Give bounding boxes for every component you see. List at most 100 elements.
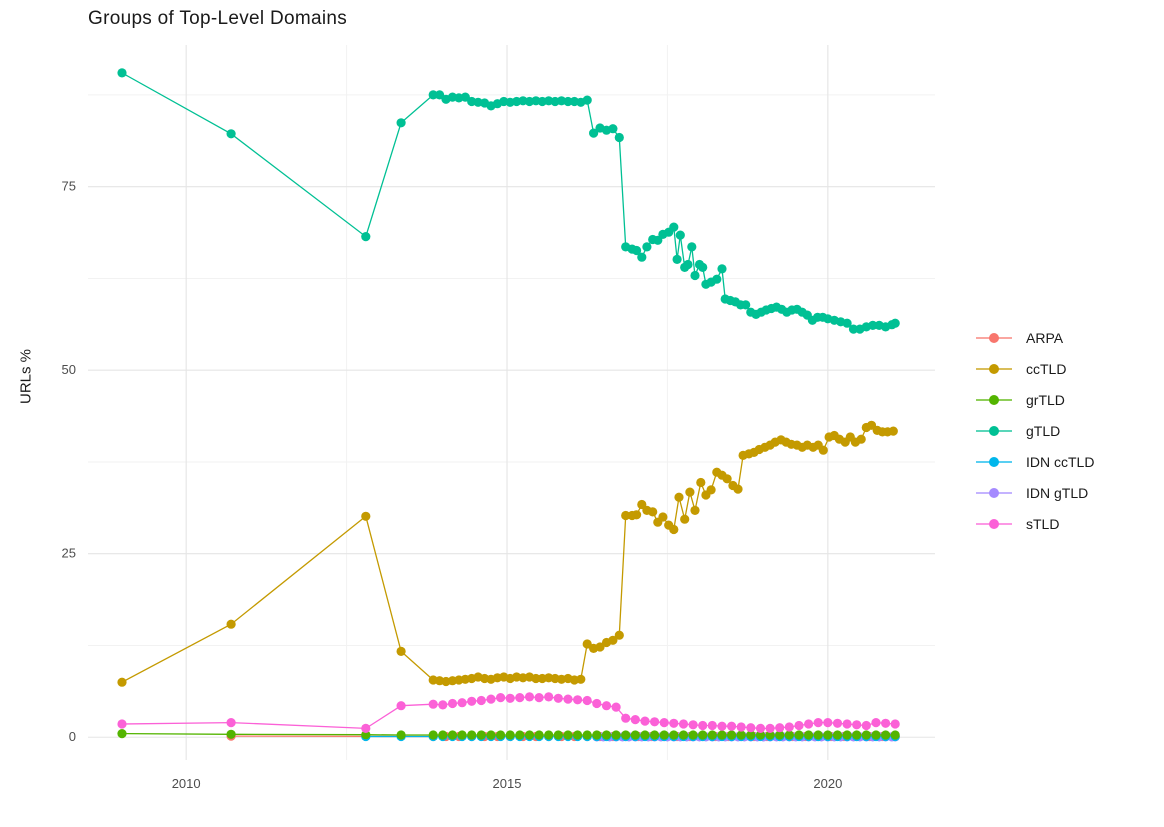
data-point bbox=[226, 619, 236, 629]
data-point bbox=[861, 730, 871, 740]
data-point bbox=[698, 262, 708, 272]
data-point bbox=[428, 730, 438, 740]
data-point bbox=[438, 700, 448, 710]
data-point bbox=[868, 320, 878, 330]
data-point bbox=[890, 730, 900, 740]
data-point bbox=[717, 730, 727, 740]
data-point bbox=[823, 718, 833, 728]
data-point bbox=[696, 477, 706, 488]
gridlines-minor bbox=[88, 45, 935, 760]
data-point bbox=[505, 693, 515, 703]
x-tick-label: 2020 bbox=[813, 776, 842, 791]
data-point bbox=[589, 128, 599, 138]
data-point bbox=[531, 673, 541, 684]
data-point bbox=[674, 492, 684, 502]
data-point bbox=[428, 699, 438, 709]
data-point bbox=[396, 730, 406, 740]
data-point bbox=[736, 722, 746, 732]
legend-label: ARPA bbox=[1026, 329, 1064, 346]
y-tick-label: 0 bbox=[69, 729, 76, 744]
legend-label: IDN gTLD bbox=[1026, 484, 1089, 501]
data-point bbox=[765, 730, 775, 740]
data-point bbox=[544, 692, 554, 702]
data-point bbox=[396, 118, 406, 128]
data-point bbox=[595, 642, 605, 652]
y-tick-label: 50 bbox=[62, 362, 76, 377]
data-point bbox=[226, 729, 236, 739]
data-point bbox=[755, 730, 766, 740]
y-tick-label: 25 bbox=[62, 546, 76, 561]
data-point bbox=[460, 92, 470, 102]
data-point bbox=[717, 721, 727, 731]
data-point bbox=[871, 730, 881, 740]
data-point bbox=[457, 698, 467, 708]
legend-entry-grtld: grTLD bbox=[976, 384, 1094, 415]
data-point bbox=[688, 730, 698, 740]
data-point bbox=[871, 718, 881, 728]
gridlines-major bbox=[88, 45, 935, 760]
data-point bbox=[576, 674, 586, 684]
series-layer bbox=[117, 68, 900, 742]
data-point bbox=[881, 730, 891, 740]
legend-key-icon bbox=[976, 394, 1012, 406]
data-point bbox=[582, 730, 592, 740]
data-point bbox=[717, 264, 727, 274]
legend-key-icon bbox=[976, 332, 1012, 344]
data-point bbox=[621, 510, 631, 521]
data-point bbox=[614, 132, 624, 143]
data-point bbox=[675, 230, 685, 240]
data-point bbox=[672, 254, 682, 264]
data-point bbox=[852, 720, 862, 730]
data-point bbox=[861, 720, 871, 731]
data-point bbox=[524, 692, 535, 702]
data-point bbox=[117, 729, 127, 739]
data-point bbox=[640, 716, 650, 726]
chart-title: Groups of Top-Level Domains bbox=[88, 8, 348, 29]
data-point bbox=[608, 635, 618, 645]
data-point bbox=[457, 730, 467, 740]
data-point bbox=[683, 259, 693, 270]
data-point bbox=[486, 694, 496, 704]
legend-key-icon bbox=[976, 487, 1012, 499]
data-point bbox=[582, 639, 592, 649]
data-point bbox=[226, 129, 236, 139]
data-point bbox=[447, 730, 458, 740]
data-point bbox=[515, 693, 525, 703]
data-point bbox=[592, 730, 602, 740]
legend-entry-stld: sTLD bbox=[976, 508, 1094, 539]
legend-label: ccTLD bbox=[1026, 360, 1067, 377]
data-point bbox=[505, 730, 515, 740]
data-point bbox=[727, 721, 737, 731]
data-point bbox=[544, 730, 554, 740]
data-point bbox=[765, 723, 775, 734]
data-point bbox=[890, 318, 900, 328]
data-point bbox=[669, 718, 679, 728]
data-point bbox=[685, 487, 695, 497]
data-point bbox=[226, 718, 236, 728]
data-point bbox=[553, 693, 563, 703]
data-point bbox=[435, 90, 445, 100]
data-point bbox=[476, 730, 486, 740]
series-line bbox=[121, 72, 896, 330]
data-point bbox=[736, 730, 746, 740]
data-point bbox=[632, 510, 642, 520]
legend-entry-gtld: gTLD bbox=[976, 415, 1094, 446]
data-point bbox=[727, 730, 737, 740]
data-point bbox=[741, 300, 751, 310]
data-point bbox=[775, 730, 785, 740]
data-point bbox=[784, 722, 794, 732]
data-point bbox=[621, 713, 631, 723]
legend-key-icon bbox=[976, 456, 1012, 468]
y-tick-label: 75 bbox=[62, 179, 76, 194]
data-point bbox=[690, 270, 700, 281]
data-point bbox=[848, 324, 859, 334]
data-point bbox=[648, 507, 658, 517]
data-point bbox=[755, 723, 766, 734]
data-point bbox=[842, 730, 852, 740]
data-point bbox=[117, 719, 127, 729]
data-point bbox=[361, 723, 371, 734]
data-point bbox=[642, 242, 652, 252]
data-point bbox=[640, 730, 650, 740]
series-stld bbox=[117, 692, 900, 734]
series-cctld bbox=[117, 420, 898, 687]
